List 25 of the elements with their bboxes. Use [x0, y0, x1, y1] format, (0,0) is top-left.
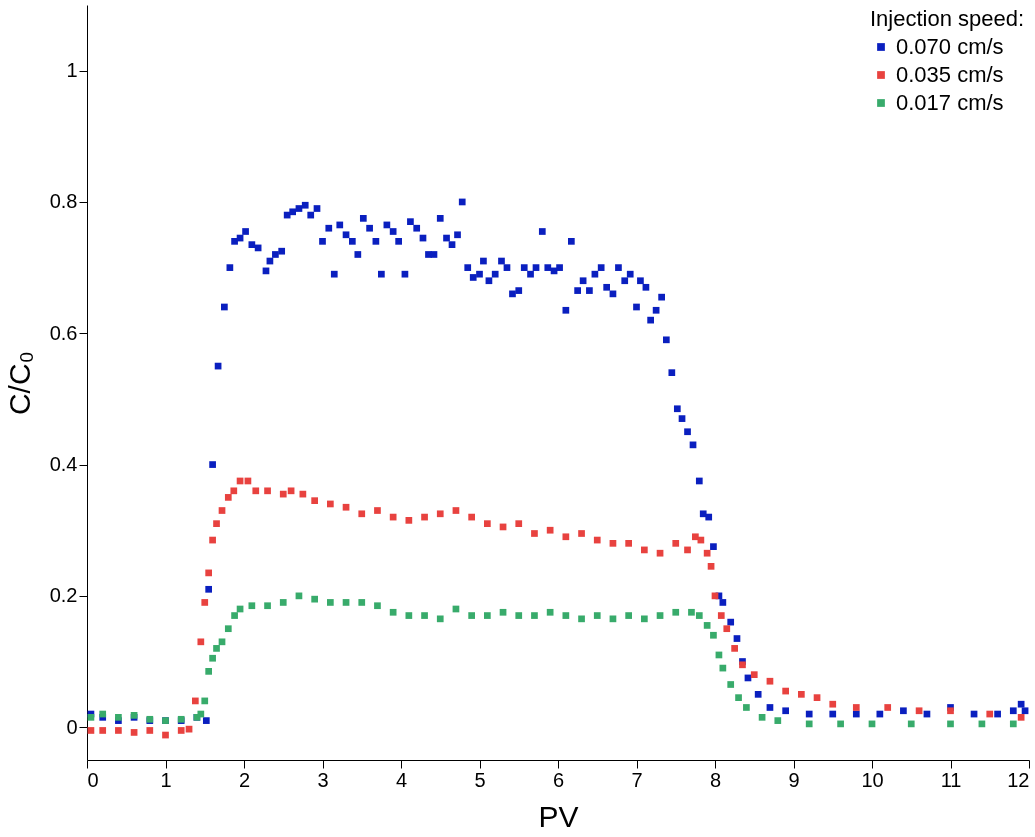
- x-tick-label: 6: [552, 768, 565, 791]
- x-tick-label: 12: [1007, 768, 1030, 791]
- y-tick-label: 0.4: [49, 453, 78, 476]
- legend-title: Injection speed:: [870, 6, 1025, 31]
- x-tick-label: 3: [317, 768, 329, 791]
- x-tick-label: 11: [940, 768, 962, 791]
- x-tick-label: 9: [788, 768, 800, 791]
- y-tick-label: 1: [66, 59, 78, 82]
- y-tick-label: 0.6: [49, 321, 78, 344]
- x-tick-label: 7: [631, 768, 643, 791]
- x-tick-label: 8: [709, 768, 722, 791]
- legend-label: 0.035 cm/s: [896, 62, 1004, 87]
- y-tick-label: 0.8: [49, 190, 78, 213]
- x-axis-title: PV: [538, 799, 579, 833]
- x-tick-label: 5: [474, 768, 486, 791]
- y-tick-label: 0.2: [49, 584, 78, 607]
- x-tick-label: 0: [87, 768, 99, 791]
- x-tick-label: 4: [395, 768, 408, 791]
- x-tick-label: 1: [160, 768, 172, 791]
- legend-label: 0.017 cm/s: [896, 90, 1004, 115]
- legend-label: 0.070 cm/s: [896, 34, 1004, 59]
- x-tick-label: 10: [861, 768, 884, 791]
- x-tick-label: 2: [238, 768, 251, 791]
- y-tick-label: 0: [66, 715, 78, 738]
- y-axis-title: C/C₀: [2, 350, 36, 416]
